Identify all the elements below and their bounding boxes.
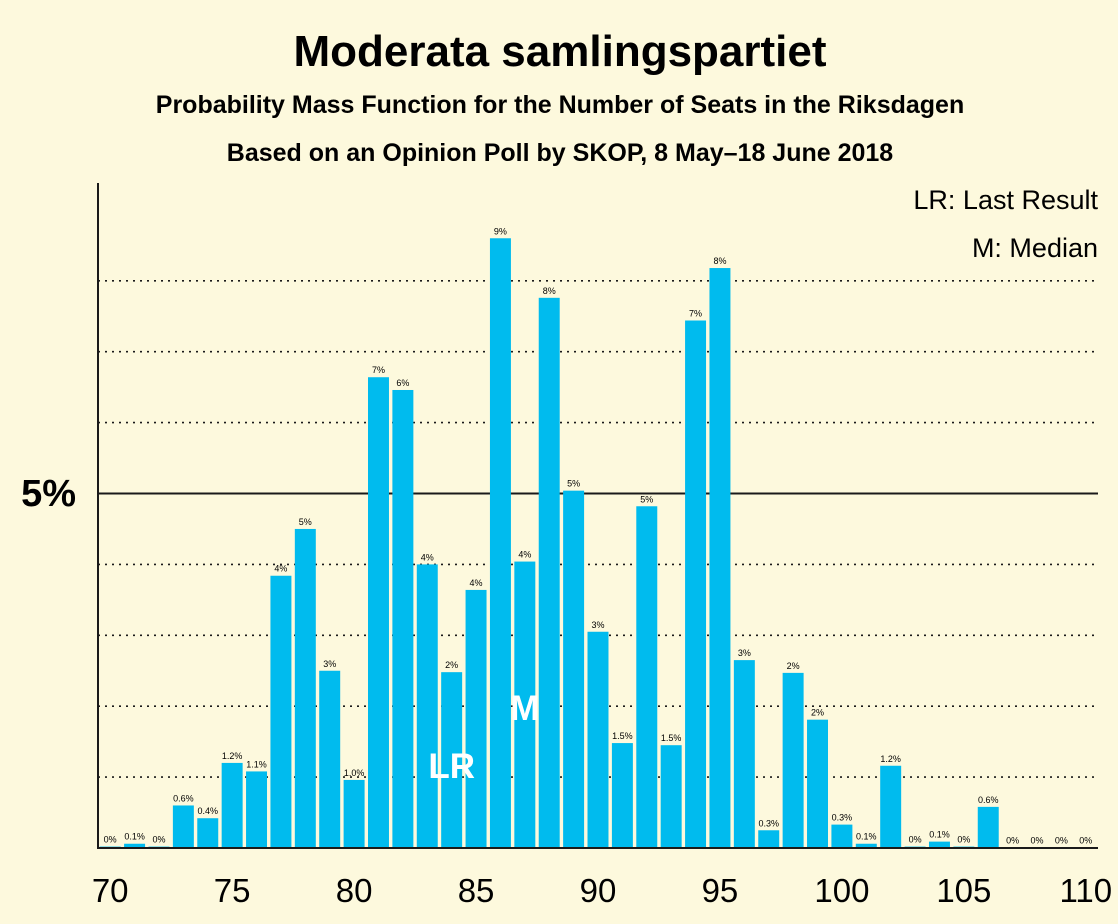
bar-label-102: 1.2% (880, 754, 901, 764)
bar-77 (270, 575, 292, 848)
bar-label-82: 6% (396, 378, 409, 388)
x-tick-label-75: 75 (214, 872, 251, 909)
gridlines (98, 279, 1098, 778)
bar-label-70: 0% (104, 835, 117, 845)
bar-label-72: 0% (152, 835, 165, 845)
last-result-marker: LR (428, 747, 475, 786)
bar-label-97: 0.3% (758, 818, 779, 828)
bar-93 (660, 745, 682, 848)
bar-79 (319, 670, 341, 848)
bar-label-87: 4% (518, 550, 531, 560)
bar-label-110: 0% (1079, 835, 1092, 845)
bars: 0% 0.1% 0%0.6%0.4%1.2%1.1%4%5%3%1.0%7%6%4%… (99, 226, 1097, 849)
bar-71 (124, 843, 146, 848)
bar-label-85: 4% (470, 578, 483, 588)
bar-86 (489, 238, 511, 848)
bar-label-78: 5% (299, 517, 312, 527)
bar-73 (172, 805, 194, 848)
x-tick-label-85: 85 (458, 872, 495, 909)
bar-label-94: 7% (689, 309, 702, 319)
bar-label-105: 0% (957, 835, 970, 845)
x-tick-label-90: 90 (580, 872, 617, 909)
chart-subtitle: Probability Mass Function for the Number… (156, 91, 964, 119)
bar-label-84: 2% (445, 660, 458, 670)
bar-90 (587, 631, 609, 848)
bar-82 (392, 389, 414, 848)
bar-95 (709, 268, 731, 849)
bar-label-74: 0.4% (197, 806, 218, 816)
bar-label-109: 0% (1055, 835, 1068, 845)
bar-label-106: 0.6% (978, 795, 999, 805)
bar-label-101: 0.1% (856, 832, 877, 842)
bar-100 (831, 824, 853, 848)
bar-76 (246, 771, 268, 848)
bar-label-76: 1.1% (246, 759, 267, 769)
bar-label-108: 0% (1031, 835, 1044, 845)
x-tick-labels: 70 75 80 85 90 95 100 105 110 (92, 872, 1112, 909)
bar-label-104: 0.1% (929, 830, 950, 840)
bar-89 (563, 490, 585, 848)
bar-102 (880, 765, 902, 848)
bar-88 (538, 297, 560, 848)
x-tick-label-100: 100 (814, 872, 869, 909)
bar-99 (807, 719, 828, 848)
x-tick-label-80: 80 (336, 872, 373, 909)
bar-label-83: 4% (421, 552, 434, 562)
bar-label-79: 3% (323, 659, 336, 669)
bar-markers: LR M (428, 689, 539, 786)
bar-label-100: 0.3% (832, 813, 853, 823)
bar-label-103: 0% (909, 835, 922, 845)
bar-label-98: 2% (787, 661, 800, 671)
bar-97 (758, 830, 780, 848)
bar-label-77: 4% (274, 564, 287, 574)
bar-label-89: 5% (567, 479, 580, 489)
bar-106 (977, 806, 999, 848)
bar-label-71: 0.1% (124, 832, 145, 842)
bar-label-91: 1.5% (612, 731, 633, 741)
x-tick-label-95: 95 (702, 872, 739, 909)
bar-label-90: 3% (591, 620, 604, 630)
bar-92 (636, 506, 658, 848)
bar-81 (368, 377, 389, 848)
bar-80 (343, 779, 365, 848)
bar-78 (294, 528, 316, 848)
bar-label-75: 1.2% (222, 751, 243, 761)
bar-83 (416, 564, 438, 848)
bar-label-86: 9% (494, 226, 507, 236)
bar-85 (465, 589, 487, 848)
bar-label-96: 3% (738, 648, 751, 658)
bar-74 (197, 818, 219, 848)
bar-label-88: 8% (543, 286, 556, 296)
x-tick-label-110: 110 (1059, 872, 1112, 909)
bar-104 (928, 841, 950, 848)
bar-84 (441, 672, 463, 848)
bar-label-95: 8% (713, 256, 726, 266)
bar-label-99: 2% (811, 708, 824, 718)
legend-last-result: LR: Last Result (913, 185, 1098, 215)
bar-label-93: 1.5% (661, 733, 682, 743)
bar-91 (611, 743, 633, 848)
chart-subtitle-source: Based on an Opinion Poll by SKOP, 8 May–… (227, 139, 894, 167)
bar-94 (685, 320, 707, 848)
bar-label-107: 0% (1006, 835, 1019, 845)
bar-label-92: 5% (640, 494, 653, 504)
y-tick-label-5pct: 5% (21, 473, 76, 515)
bar-96 (733, 660, 755, 848)
x-tick-label-105: 105 (936, 872, 991, 909)
x-tick-label-70: 70 (92, 872, 129, 909)
bar-98 (782, 672, 804, 848)
bar-87 (514, 561, 536, 848)
bar-101 (855, 843, 877, 848)
bar-label-73: 0.6% (173, 793, 194, 803)
bar-75 (221, 762, 243, 848)
legend-median: M: Median (972, 233, 1098, 263)
bar-label-81: 7% (372, 365, 385, 375)
chart-title: Moderata samlingspartiet (293, 27, 826, 76)
median-marker: M (510, 689, 539, 728)
bar-label-80: 1.0% (344, 768, 365, 778)
